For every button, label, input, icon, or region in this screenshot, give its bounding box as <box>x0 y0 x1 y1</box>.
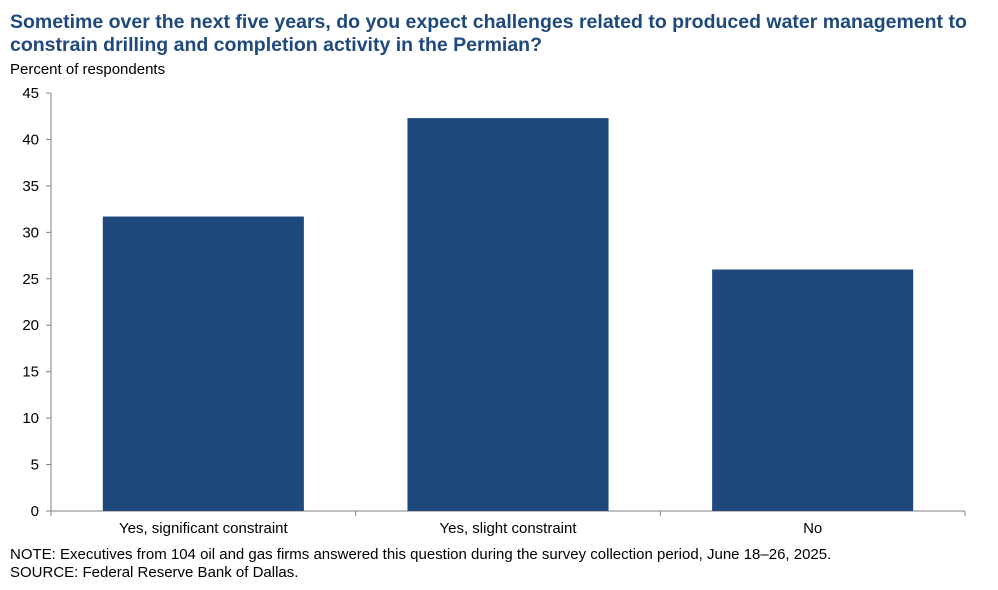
y-tick-label: 45 <box>22 85 39 102</box>
x-tick-label: Yes, slight constraint <box>439 520 577 537</box>
note-text: NOTE: Executives from 104 oil and gas fi… <box>10 546 832 563</box>
y-tick-label: 25 <box>22 271 39 288</box>
y-tick-label: 20 <box>22 317 39 334</box>
y-tick-label: 0 <box>31 503 39 520</box>
y-tick-label: 30 <box>22 224 39 241</box>
x-tick-label: No <box>803 520 822 537</box>
bar <box>712 269 914 511</box>
y-axis-label: Percent of respondents <box>10 61 166 78</box>
y-tick-label: 35 <box>22 178 39 195</box>
y-tick-label: 40 <box>22 131 39 148</box>
y-tick-label: 10 <box>22 410 39 427</box>
chart-notes: NOTE: Executives from 104 oil and gas fi… <box>10 546 831 581</box>
bar <box>102 216 304 511</box>
bar <box>407 118 609 511</box>
bar-chart: 0 5 10 15 20 25 30 35 40 45 Yes, significant const… <box>22 85 966 537</box>
y-tick-label: 15 <box>22 364 39 381</box>
source-text: SOURCE: Federal Reserve Bank of Dallas. <box>10 563 299 581</box>
chart-title: Sometime over the next five years, do yo… <box>10 11 967 56</box>
y-tick-label: 5 <box>31 457 39 474</box>
x-tick-label: Yes, significant constraint <box>119 520 289 537</box>
